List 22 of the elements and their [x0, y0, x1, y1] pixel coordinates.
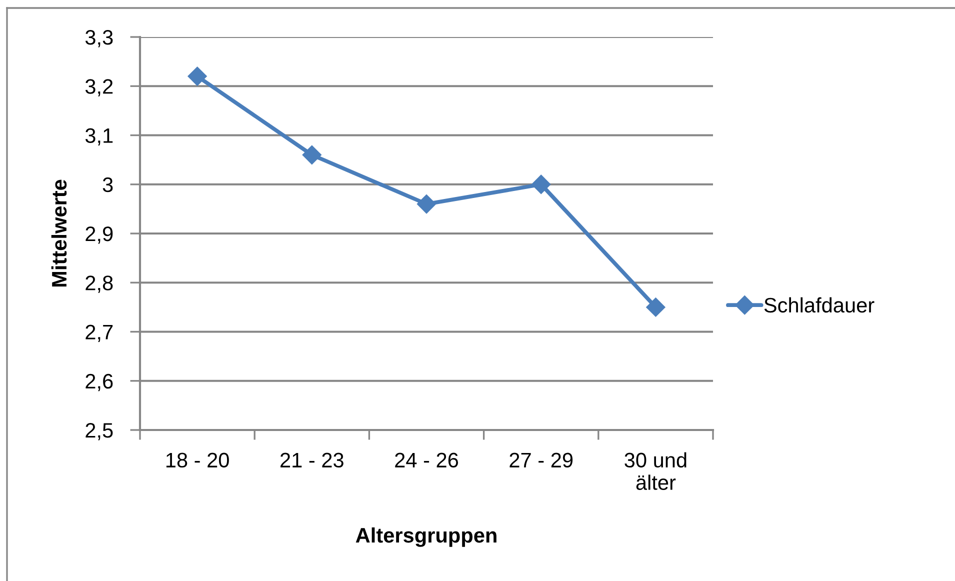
y-tick-label: 2,6 [86, 374, 113, 392]
y-tick-label: 3,3 [85, 30, 113, 48]
legend-label: Schlafdauer [764, 297, 874, 313]
x-tick-label: 18 - 20 [166, 452, 229, 468]
y-axis-title: Mittelwerte [51, 180, 67, 287]
x-axis-title: Altersgruppen [356, 527, 496, 547]
point [187, 66, 208, 86]
y-tick-label: 2,7 [86, 324, 113, 342]
y-tick-label: 2,8 [86, 276, 113, 293]
point [646, 297, 666, 318]
x-tick-label: 21 - 23 [280, 452, 344, 468]
y-tick-label: 3 [102, 177, 113, 192]
x-tick-label: 27 - 29 [510, 452, 573, 468]
point [416, 194, 436, 214]
x-tick-label: 24 - 26 [395, 452, 458, 468]
y-tick-label: 3,2 [85, 79, 113, 96]
point [302, 145, 322, 165]
x-tick-label: 30 und älter [624, 452, 686, 490]
y-tick-label: 2,5 [86, 423, 113, 440]
point [531, 174, 551, 194]
y-tick-label: 2,9 [86, 226, 113, 244]
y-tick-label: 3,1 [85, 128, 113, 146]
